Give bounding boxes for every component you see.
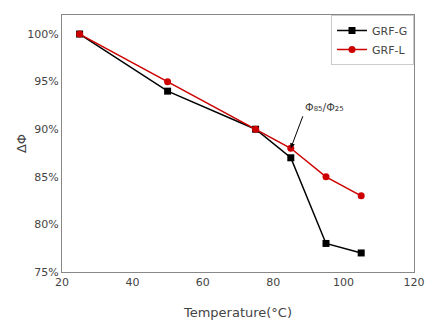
svg-text:Φ₈₅/Φ₂₅: Φ₈₅/Φ₂₅ (305, 101, 344, 114)
svg-text:80%: 80% (34, 218, 58, 231)
svg-text:40: 40 (125, 276, 139, 289)
svg-text:GRF-L: GRF-L (372, 44, 405, 57)
svg-text:120: 120 (404, 276, 425, 289)
svg-text:100%: 100% (27, 28, 58, 41)
svg-text:80: 80 (266, 276, 280, 289)
svg-text:20: 20 (55, 276, 69, 289)
svg-text:95%: 95% (34, 75, 58, 88)
svg-text:ΔΦ: ΔΦ (14, 134, 29, 153)
svg-text:Temperature(°C): Temperature(°C) (183, 305, 292, 320)
svg-text:60: 60 (196, 276, 210, 289)
svg-text:85%: 85% (34, 171, 58, 184)
svg-text:90%: 90% (34, 123, 58, 136)
svg-text:100: 100 (333, 276, 354, 289)
svg-text:GRF-G: GRF-G (372, 25, 407, 38)
svg-text:75%: 75% (34, 266, 58, 279)
